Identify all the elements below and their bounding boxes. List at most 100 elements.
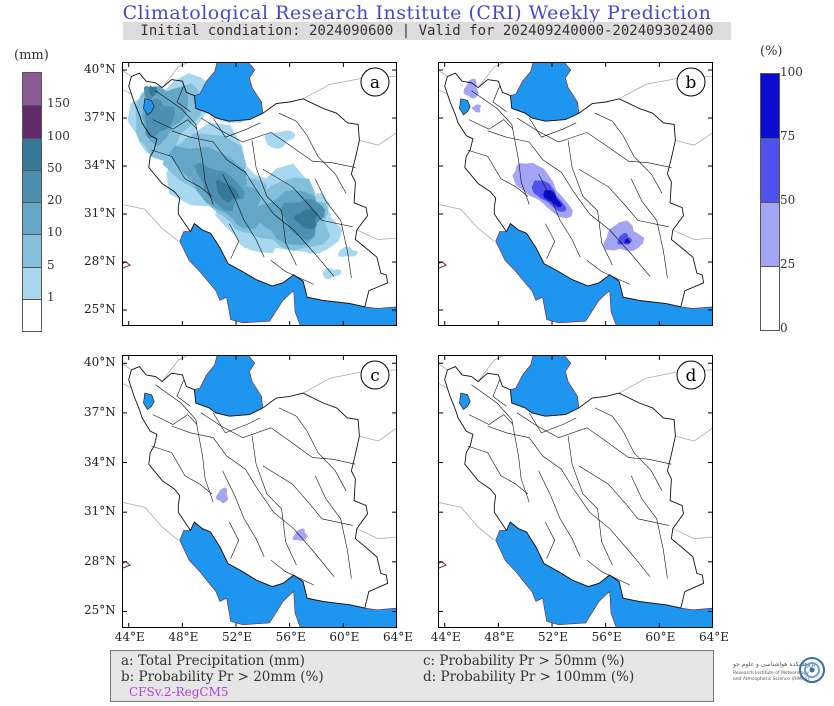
province-border [594,407,663,491]
colorbar-left-segment [23,202,41,235]
province-border [492,85,507,112]
map-panel-a: a [122,62,397,326]
precip-contour [264,130,296,149]
neighbor-border [438,88,448,95]
province-border [314,178,352,279]
neighbor-border [356,528,397,540]
institute-logo: پژوهشکده هواشناسی و علوم جو Research Ins… [733,655,829,695]
lat-label: 34°N [84,454,116,469]
lon-label: 64°E [699,630,730,644]
colorbar-probability [760,73,780,331]
colorbar-left-segment [23,234,41,267]
province-border [171,130,335,277]
province-border [262,465,353,526]
lat-label: 37°N [84,404,116,419]
lat-label: 34°N [84,158,116,172]
neighbor-border [438,362,448,371]
colorbar-right-unit: (%) [760,44,783,59]
neighbor-border [675,132,713,146]
panel-frame [122,355,397,628]
province-border [229,223,240,259]
probability-contour [215,487,229,504]
neighbor-border [438,69,448,77]
panel-label: b [686,73,697,93]
colorbar-left-unit: (mm) [14,48,49,63]
neighbor-border [359,427,397,442]
province-border [212,412,261,434]
province-border [176,85,191,112]
province-border [200,117,356,168]
lon-label: 52°E [222,630,253,644]
colorbar-precipitation [22,72,42,332]
logo-swirl-icon [799,657,825,683]
neighbor-border [438,501,495,541]
province-border [152,414,198,425]
colorbar-left-segment [23,298,41,331]
panel-label-circle [676,67,706,97]
lat-label: 28°N [84,553,116,568]
map-layer [122,62,397,326]
province-border [155,90,214,205]
lat-label: 37°N [84,110,116,124]
province-border [578,168,669,228]
province-border [222,173,265,258]
map-layer [122,355,397,628]
province-border [152,119,198,130]
neighbor-border [359,132,397,146]
panel-label: c [370,366,380,386]
lon-label: 60°E [645,630,676,644]
legend-item-b: b: Probability Pr > 20mm (%) [121,669,324,685]
neighbor-border [438,204,495,242]
precip-contour [149,85,158,97]
lon-label: 56°E [275,630,306,644]
probability-contour [471,104,481,113]
iran-border [444,72,705,308]
model-name: CFSv.2-RegCM5 [129,685,229,699]
colorbar-right-segment [761,138,779,202]
colorbar-left-segment [23,137,41,170]
province-border [471,90,530,205]
neighbor-border [477,355,506,382]
colorbar-left-segment [23,105,41,138]
map-layer [438,62,713,326]
lat-label: 28°N [84,254,116,268]
lake-urmia [143,98,155,116]
colorbar-right-label: 100 [780,65,803,79]
colorbar-left-label: 1 [47,289,55,304]
province-border [567,140,613,266]
iran-border [128,72,389,308]
province-border [200,412,356,465]
legend-box: a: Total Precipitation (mm) b: Probabili… [110,650,714,702]
probability-contour [292,528,308,541]
province-border [630,475,668,579]
probability-contour [463,78,479,99]
panel-label-circle [676,360,706,390]
colorbar-right-segment [761,266,779,330]
lon-label: 64°E [383,630,414,644]
logo-text-en1: Research Institute of Meteorology [733,671,809,676]
province-border [516,412,672,465]
colorbar-left-label: 100 [47,128,70,143]
panel-frame [438,62,713,326]
neighbor-border [122,382,132,389]
province-border [538,470,581,558]
lake-urmia [459,392,471,411]
neighbor-border [122,69,132,77]
colorbar-right-label: 25 [780,257,796,271]
colorbar-left-label: 150 [47,96,70,111]
lat-label: 25°N [84,603,116,618]
province-border [467,149,529,197]
neighbor-border [477,62,506,88]
lon-label: 44°E [114,630,145,644]
colorbar-left-segment [23,266,41,299]
colorbar-left-label: 50 [47,160,63,175]
province-border [471,384,530,503]
probability-contour [543,189,562,208]
probability-contour [624,238,631,244]
province-border [528,412,577,434]
province-border [630,178,668,279]
province-border [545,223,556,259]
neighbor-border [675,427,713,442]
colorbar-left-label: 5 [47,257,55,272]
iran-border [444,366,705,609]
